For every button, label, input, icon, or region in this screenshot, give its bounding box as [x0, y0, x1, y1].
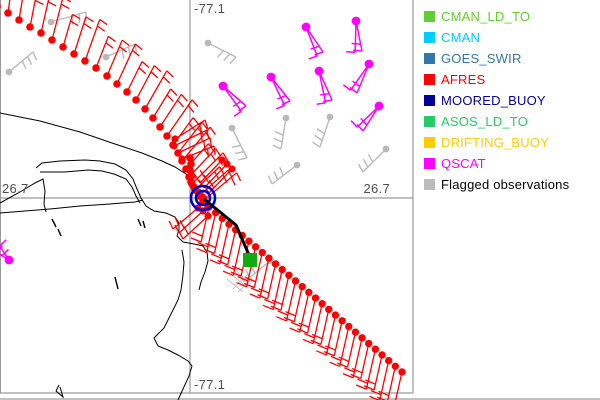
- legend-label: Flagged observations: [441, 177, 570, 192]
- qscat-observation-barb[interactable]: [0, 239, 14, 265]
- legend-swatch: [424, 158, 435, 169]
- legend-swatch: [424, 95, 435, 106]
- legend-item: QSCAT: [424, 156, 486, 171]
- qscat-observation-barb[interactable]: [218, 81, 247, 117]
- flagged-observation-barb[interactable]: [5, 51, 38, 76]
- qscat-observation-barb[interactable]: [350, 101, 384, 132]
- selected-observation-marker[interactable]: [243, 253, 257, 267]
- legend-label: AFRES: [441, 72, 486, 87]
- qscat-observation-barb[interactable]: [301, 22, 324, 60]
- qscat-observation-barb[interactable]: [346, 16, 363, 54]
- legend-item: AFRES: [424, 72, 486, 87]
- afres-flight-track-leg[interactable]: [190, 203, 406, 400]
- flagged-observation-barb[interactable]: [357, 145, 390, 173]
- flagged-observation-barb[interactable]: [47, 11, 87, 26]
- flagged-observation-barb[interactable]: [312, 113, 334, 148]
- legend-swatch: [424, 53, 435, 64]
- legend-label: MOORED_BUOY: [441, 93, 546, 108]
- legend-swatch: [424, 32, 435, 43]
- legend-item: DRIFTING_BUOY: [424, 135, 550, 150]
- legend-label: CMAN_LD_TO: [441, 9, 531, 24]
- legend-swatch: [424, 137, 435, 148]
- flagged-observation-barb[interactable]: [228, 124, 248, 161]
- flagged-observation-barb[interactable]: [204, 39, 237, 65]
- legend-swatch: [424, 74, 435, 85]
- legend-item: MOORED_BUOY: [424, 93, 546, 108]
- legend-swatch: [424, 179, 435, 190]
- flagged-observation-barb[interactable]: [267, 161, 301, 185]
- legend-label: ASOS_LD_TO: [441, 114, 529, 129]
- qscat-observation-barb[interactable]: [266, 72, 291, 110]
- flagged-observation-barb[interactable]: [272, 114, 290, 150]
- legend-label: DRIFTING_BUOY: [441, 135, 550, 150]
- legend-item: ASOS_LD_TO: [424, 114, 529, 129]
- legend-swatch: [424, 11, 435, 22]
- legend-label: GOES_SWIR: [441, 51, 522, 66]
- legend-panel: CMAN_LD_TO CMAN GOES_SWIR AFRES MOORED_BUOY A…: [414, 0, 600, 393]
- leader-line: [203, 197, 251, 256]
- legend-item: CMAN_LD_TO: [424, 9, 531, 24]
- legend-swatch: [424, 116, 435, 127]
- lon-label-bottom: -77.1: [194, 377, 226, 392]
- qscat-observation-barb[interactable]: [314, 66, 333, 106]
- legend-item: GOES_SWIR: [424, 51, 522, 66]
- legend-item: Flagged observations: [424, 177, 570, 192]
- qscat-observation-barb[interactable]: [342, 59, 374, 94]
- coastline: [0, 112, 209, 400]
- legend-label: CMAN: [441, 30, 481, 45]
- flagged-observation-barb[interactable]: [102, 43, 138, 61]
- lat-label-right: 26.7: [363, 181, 390, 196]
- center-circle-marker[interactable]: [189, 184, 217, 212]
- afres-flight-track-arc[interactable]: [0, 0, 242, 205]
- legend-label: QSCAT: [441, 156, 486, 171]
- lon-label-top: -77.1: [194, 1, 226, 16]
- legend-item: CMAN: [424, 30, 481, 45]
- lat-label-left: 26.7: [2, 181, 29, 196]
